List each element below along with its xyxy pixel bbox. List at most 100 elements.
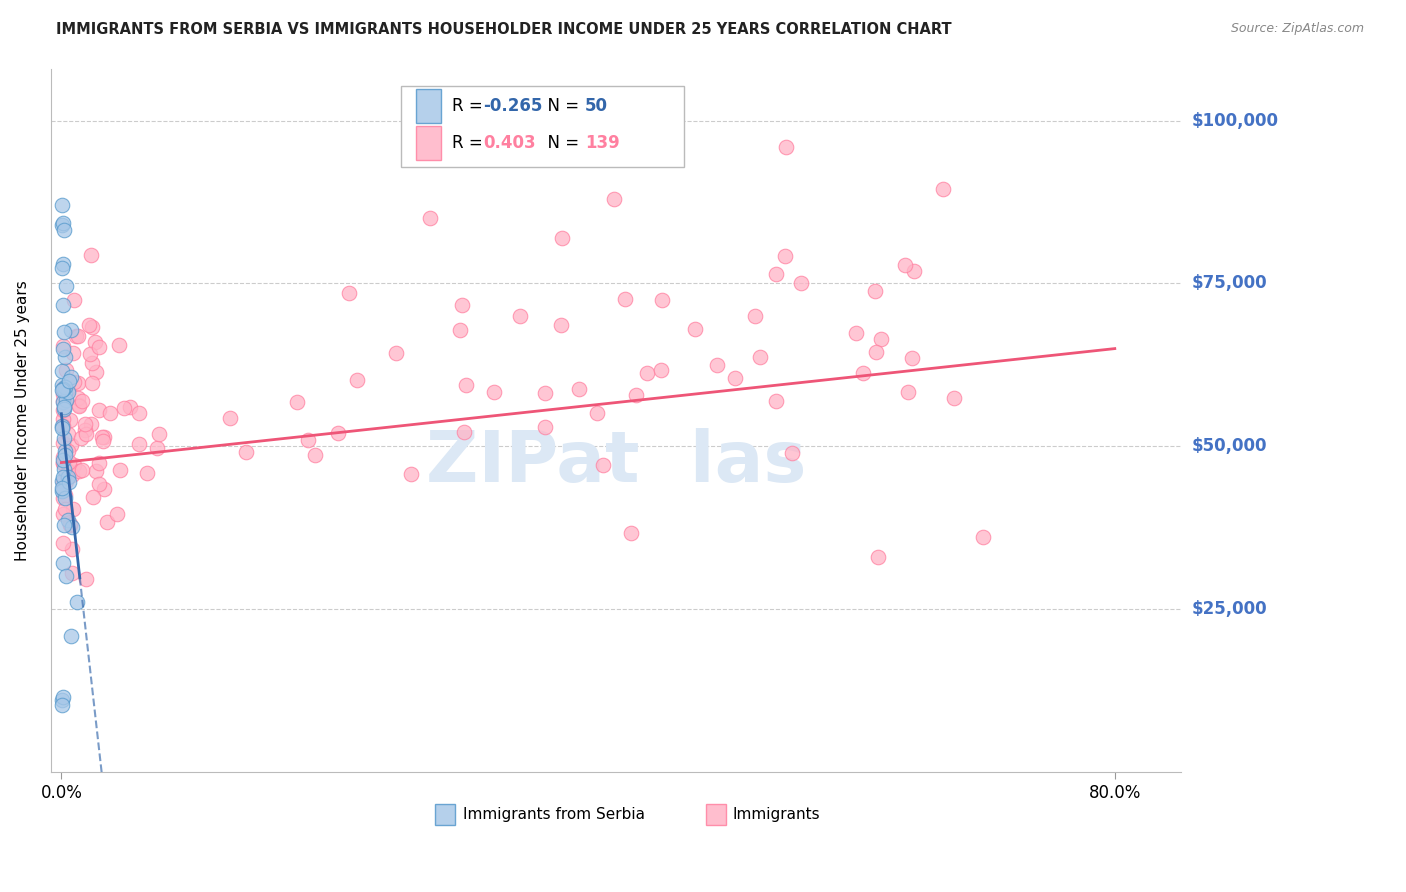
Point [401,467,423,481]
Point [52,298,75,312]
Point [93,430,115,444]
Point [651,293,673,307]
Point [53,325,76,339]
Point [624,388,647,402]
Point [52,556,75,570]
Point [870,332,893,346]
Point [285,395,308,409]
Point [58,455,80,469]
Text: 0.403: 0.403 [484,134,536,152]
Point [60,566,83,580]
Point [60,467,83,482]
Point [706,358,728,372]
Point [52,690,75,704]
Point [59,629,82,643]
Point [66,328,89,343]
Point [53,385,76,400]
Point [52,470,75,484]
Point [58,382,80,396]
Point [592,458,614,472]
Point [128,437,150,451]
Point [453,425,475,440]
Point [297,434,319,448]
Text: ZIPat  las: ZIPat las [426,428,806,497]
Point [326,425,349,440]
Point [52,412,75,426]
Point [775,139,797,153]
Point [765,267,787,281]
Point [53,501,76,516]
Point [749,350,772,364]
Point [51,481,73,495]
Point [75,427,97,442]
Point [52,257,75,271]
Point [53,222,76,236]
Point [77,318,100,332]
Text: -0.265: -0.265 [484,97,543,115]
Point [56,385,79,400]
FancyBboxPatch shape [416,89,440,123]
Point [91,430,114,444]
Point [58,475,80,490]
Point [765,394,787,409]
Point [509,309,531,323]
Point [636,366,658,380]
Point [53,380,76,394]
Point [585,406,607,420]
Point [533,420,555,434]
Text: IMMIGRANTS FROM SERBIA VS IMMIGRANTS HOUSEHOLDER INCOME UNDER 25 YEARS CORRELATI: IMMIGRANTS FROM SERBIA VS IMMIGRANTS HOU… [56,22,952,37]
Point [384,345,406,359]
Point [82,376,104,391]
Point [52,453,75,467]
Point [52,483,75,497]
Point [58,464,80,478]
Text: $50,000: $50,000 [1192,437,1267,455]
Point [58,375,80,389]
Point [83,334,105,349]
Point [75,417,97,432]
Point [67,465,90,479]
Point [51,483,73,498]
Point [55,467,77,481]
Point [235,444,257,458]
Point [419,211,441,226]
Point [62,542,84,557]
Point [865,345,887,359]
Point [112,401,135,415]
Point [683,322,706,336]
Point [84,464,107,478]
Point [52,536,75,550]
Point [87,456,110,470]
Point [51,218,73,232]
Point [51,364,73,378]
Point [86,365,108,379]
Point [337,286,360,301]
Point [51,261,73,276]
Point [551,231,574,245]
Text: Immigrants: Immigrants [733,806,820,822]
Point [52,216,75,230]
Point [603,192,626,206]
Point [136,466,159,480]
Point [148,427,170,442]
Point [79,347,101,361]
Point [51,698,73,713]
Point [52,387,75,401]
Point [56,444,79,458]
Point [55,569,77,583]
Point [82,320,104,334]
Point [52,394,75,409]
Point [52,507,75,521]
Point [55,488,77,502]
Point [775,249,797,263]
Text: 50: 50 [585,97,609,115]
Point [723,371,745,385]
Point [66,595,89,609]
Point [782,446,804,460]
Point [70,393,93,408]
Point [972,531,994,545]
Point [80,356,103,370]
Point [53,444,76,458]
Point [87,402,110,417]
Point [52,381,75,395]
